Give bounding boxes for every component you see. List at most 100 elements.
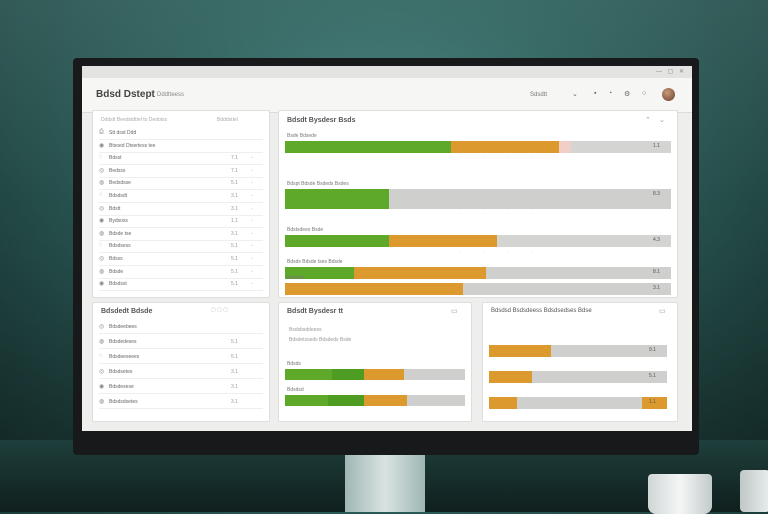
axis-tick: · — [459, 155, 461, 160]
bar[interactable] — [285, 189, 671, 209]
list-item-value: 5.1 — [231, 354, 238, 360]
bar-segment-grey — [517, 397, 643, 409]
bottom-mid-desc: Bdsdetsseds Bdsdeds Bsde — [289, 337, 352, 343]
list-item[interactable]: ⎙ Stt dsst Ddd — [99, 127, 263, 140]
list-item-label: Bdsst — [109, 155, 122, 162]
list-item[interactable]: ◌ Bdsdeeseees 5.1 — [99, 351, 263, 364]
card-icon[interactable]: ▭ — [451, 308, 458, 315]
list-item[interactable]: ◍ Bdsde 5.1 ◦ — [99, 266, 263, 279]
expand-icon[interactable]: ⌃ — [645, 117, 651, 124]
list-item-value: 3.1 — [231, 205, 238, 212]
coffee-cup — [648, 474, 712, 514]
avatar[interactable] — [662, 88, 675, 101]
list-item-icon: ◉ — [99, 218, 105, 225]
list-item-label: Bedsdsse — [109, 180, 131, 187]
bar-segment-green_b — [328, 395, 365, 406]
list-item-badge: ◦ — [251, 256, 253, 262]
list-item[interactable]: ◍ Bedsdsse 5.1 ◦ — [99, 177, 263, 191]
list-item[interactable]: ◉ Bdsdesese 3.1 — [99, 381, 263, 394]
bar[interactable] — [285, 141, 671, 153]
app-header: Bdsd Dstept Dddtteess Sdsdtt ⌄ ▪ ◔ ⚙ ○ — [82, 78, 692, 113]
bar-segment-orange — [489, 371, 532, 383]
list-item-icon: ◌ — [99, 192, 103, 198]
list-item[interactable]: ◍ Bdsdedeses 5.1 — [99, 336, 263, 349]
list-item-badge: ◦ — [251, 230, 253, 237]
bar-segment-orange — [489, 345, 552, 357]
bar[interactable] — [285, 267, 671, 279]
bar-segment-green — [285, 141, 451, 153]
list-item[interactable]: ◉ Btsoed Dtsertess tee — [99, 140, 263, 153]
list-item-label: Btsoed Dtsertess tee — [109, 142, 156, 149]
bar-segment-orange — [364, 369, 404, 380]
list-item-label: Bdsdsdsetes — [109, 399, 138, 405]
app-subtitle: Dddtteess — [157, 92, 185, 98]
left-panel-link[interactable]: Bdddsttel — [217, 117, 238, 123]
bottom-mid-title: Bdsdt Bysdesr tt — [287, 308, 344, 315]
bar[interactable] — [285, 369, 465, 380]
bar-segment-green — [285, 235, 390, 247]
app-title: Bdsd Dstept — [96, 89, 155, 100]
window-controls[interactable]: — ▢ ✕ — [655, 69, 686, 75]
list-item[interactable]: ◌ Bdsdsdt 3.1 ◦ — [99, 190, 263, 203]
camera-icon[interactable]: ▪ — [594, 90, 597, 97]
bar[interactable] — [489, 397, 667, 409]
axis-tick: · — [531, 155, 533, 160]
bottom-mid-subtitle: Bsdsbsddeess — [289, 327, 322, 333]
date-selector[interactable]: Sdsdtt — [530, 92, 548, 98]
list-item-badge: ◦ — [251, 243, 253, 250]
list-item[interactable]: ◎ Bdsss 5.1 ◦ — [99, 253, 263, 266]
list-item-icon: ◎ — [99, 205, 105, 212]
bar-segment-orange — [285, 283, 463, 295]
list-item-icon: ◉ — [99, 384, 105, 390]
list-item-value: 7.1 — [231, 155, 238, 162]
list-item-value: 5.1 — [231, 339, 238, 345]
bar[interactable] — [285, 235, 671, 247]
bar[interactable] — [285, 283, 671, 295]
bottom-left-panel: Bdsdedt Bdsde ▢ ▢ ▢ ◎ Bdsdeebees ◍ Bdsdedes… — [92, 302, 270, 422]
axis-tick: · — [459, 211, 461, 216]
left-panel: Dddstt Beedstdttel to Dedotss Bdddsttel … — [92, 110, 270, 298]
bottom-left-controls[interactable]: ▢ ▢ ▢ — [211, 307, 228, 313]
list-item[interactable]: ◎ Bdsdeebees — [99, 321, 263, 334]
list-item[interactable]: ◍ Bdsde tse 3.1 ◦ — [99, 228, 263, 241]
list-item-value: 5.1 — [231, 268, 238, 275]
bar-value: 1.1 — [649, 399, 656, 405]
monitor-stand — [345, 452, 425, 512]
list-item-label: Bdsde tse — [109, 230, 132, 237]
bar-segment-grey — [531, 371, 667, 383]
bar-label: Bdsdsd — [287, 275, 304, 281]
list-item-icon: ◌ — [99, 353, 103, 359]
list-item[interactable]: ◉ Bdsdsst 5.1 ◦ — [99, 278, 263, 292]
bar[interactable] — [489, 371, 667, 383]
gear-icon[interactable]: ⚙ — [624, 91, 631, 98]
list-item-badge: ◦ — [251, 205, 253, 212]
list-item[interactable]: ◌ Bdsdsess 5.1 ◦ — [99, 240, 263, 254]
bar-segment-grey — [389, 189, 671, 209]
bar-label: Bdsdsd — [287, 387, 304, 393]
list-item[interactable]: ◍ Bdsdsdsetes 3.1 — [99, 396, 263, 409]
chevron-down-icon[interactable]: ⌄ — [572, 91, 578, 98]
bar[interactable] — [285, 395, 465, 406]
bar-segment-orange — [389, 235, 498, 247]
bar-label: Bdstsdees Bsde — [287, 227, 324, 233]
bar-value: 8.3 — [653, 191, 660, 197]
card-icon-right[interactable]: ▭ — [659, 308, 666, 315]
list-item-icon: ◍ — [99, 399, 105, 405]
bar-segment-grey — [462, 283, 671, 295]
list-item[interactable]: ◎ Bedsss 7.1 ◦ — [99, 165, 263, 178]
list-item-value: 5.1 — [231, 243, 238, 250]
list-item[interactable]: ◎ Bdsdsetes 3.1 — [99, 366, 263, 379]
list-item[interactable]: ◌ Bdsst 7.1 ◦ — [99, 152, 263, 166]
list-item[interactable]: ◎ Bdstt 3.1 ◦ — [99, 203, 263, 216]
axis-tick: · — [531, 297, 532, 298]
bottom-right-panel: Bdsdsd Bsdsdeess Bdsdsedses Bdse ▭ 9.1 5.… — [482, 302, 678, 422]
list-item-icon: ◌ — [99, 242, 103, 249]
more-icon[interactable]: ⌄ — [659, 117, 665, 124]
list-item-label: Bdsdesese — [109, 384, 134, 390]
bell-icon[interactable]: ◔ — [608, 90, 613, 97]
list-item-value: 5.1 — [231, 281, 238, 288]
main-panel-title: Bdsdt Bysdesr Bsds — [287, 117, 356, 124]
list-item[interactable]: ◉ Bydsoss 1.1 ◦ — [99, 215, 263, 229]
user-icon[interactable]: ○ — [642, 90, 647, 97]
bar[interactable] — [489, 345, 667, 357]
